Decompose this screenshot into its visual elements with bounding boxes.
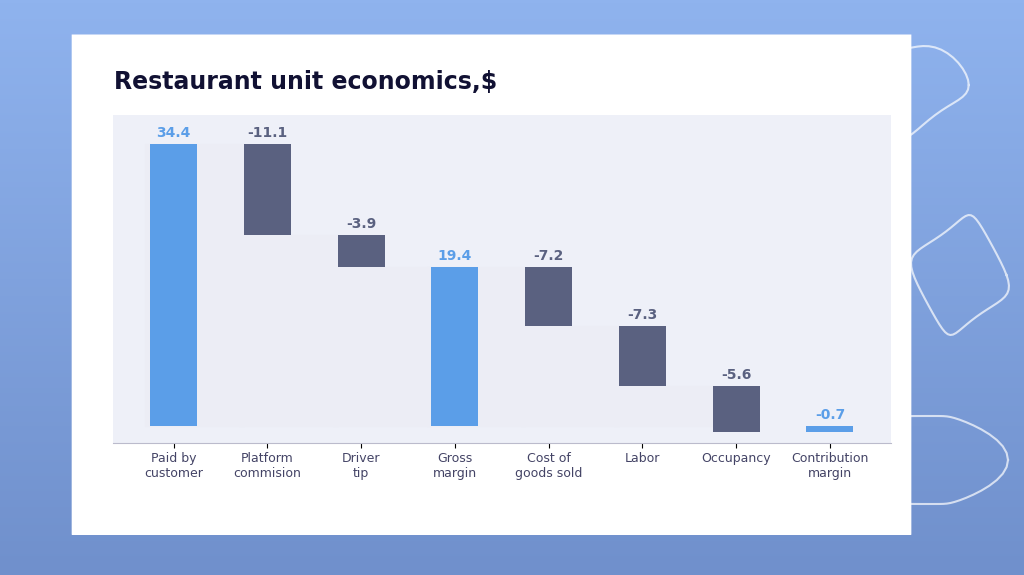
Text: -7.2: -7.2 [534, 250, 564, 263]
Bar [431, 267, 478, 427]
Text: -3.9: -3.9 [346, 217, 376, 231]
Bar [618, 327, 666, 386]
Text: 19.4: 19.4 [437, 250, 472, 263]
Bar [713, 386, 760, 432]
Text: 34.4: 34.4 [157, 126, 190, 140]
Bar [338, 235, 385, 267]
Bar [151, 144, 197, 427]
Text: -11.1: -11.1 [247, 126, 288, 140]
Text: -5.6: -5.6 [721, 368, 752, 382]
Text: Restaurant unit economics,$: Restaurant unit economics,$ [114, 70, 497, 94]
Text: -7.3: -7.3 [628, 308, 657, 323]
Bar [525, 267, 572, 327]
Bar [244, 144, 291, 235]
FancyBboxPatch shape [72, 34, 911, 535]
Text: -0.7: -0.7 [815, 408, 845, 422]
Bar [807, 427, 853, 432]
